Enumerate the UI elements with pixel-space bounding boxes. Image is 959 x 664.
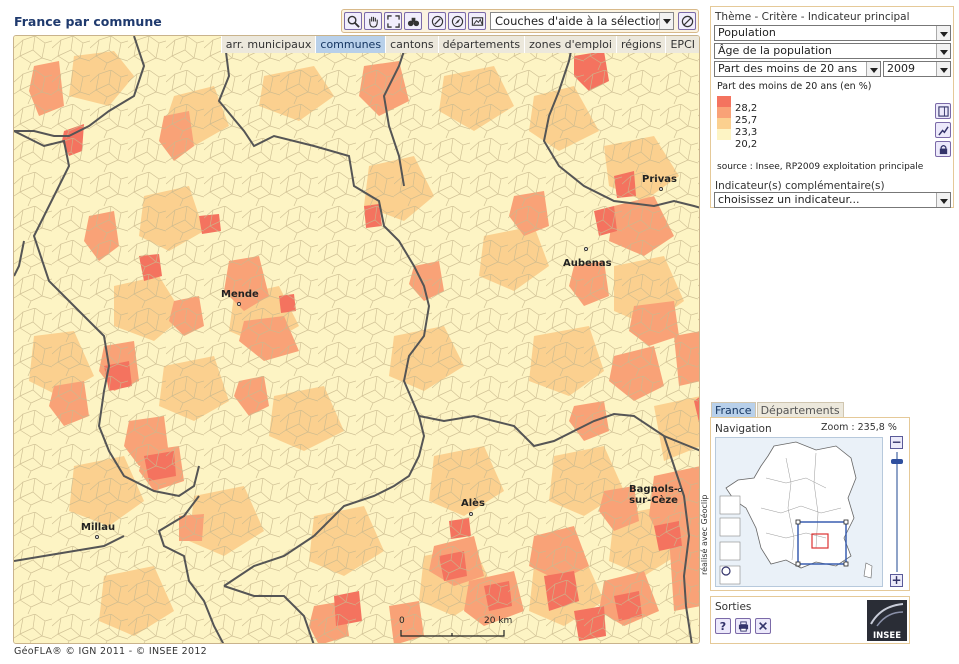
tab-communes[interactable]: communes (315, 36, 386, 53)
layer-select-value: Couches d'aide à la sélection... (495, 14, 674, 28)
legend-value-1: 28,2 (735, 103, 758, 114)
department-boundaries (14, 36, 699, 643)
insee-logo-text: INSEE (872, 631, 901, 641)
tab-france[interactable]: France (711, 402, 756, 419)
commune-boundaries (14, 36, 699, 643)
source-note: source : Insee, RP2009 exploitation prin… (717, 162, 924, 172)
theme-select-value: Population (718, 26, 776, 39)
city-label-ales: Alès (461, 498, 485, 509)
city-marker-bagnols (678, 488, 682, 492)
choropleth-map[interactable]: arr. municipaux communes cantons départe… (13, 35, 700, 644)
chevron-down-icon (866, 62, 880, 76)
chevron-down-icon (936, 26, 950, 40)
outputs-panel: Sorties ? INSEE (710, 596, 910, 644)
lock-icon[interactable] (935, 141, 951, 157)
legend-title: Part des moins de 20 ans (en %) (717, 81, 872, 92)
legend-swatch-4 (717, 129, 731, 140)
legend-swatch-2 (717, 107, 731, 118)
close-icon[interactable] (755, 618, 771, 634)
critere-select[interactable]: Âge de la population (714, 43, 951, 59)
tab-zones-emploi[interactable]: zones d'emploi (524, 36, 616, 53)
city-marker-privas (659, 187, 663, 191)
pan-hand-icon[interactable] (364, 12, 382, 30)
tab-regions[interactable]: régions (615, 36, 666, 53)
help-icon[interactable]: ? (715, 618, 731, 634)
geoclip-credit: réalisé avec Géoclip (700, 494, 709, 575)
navigation-tabs: France Départements (711, 402, 845, 419)
legend-value-4: 20,2 (735, 139, 758, 150)
indicator-select[interactable]: Part des moins de 20 ans (714, 61, 881, 77)
map-toolbar: Couches d'aide à la sélection... (341, 9, 699, 33)
compass-icon[interactable] (448, 12, 466, 30)
binoculars-icon[interactable] (404, 12, 422, 30)
zoom-in-button[interactable]: + (890, 573, 903, 587)
tab-epci[interactable]: EPCI (665, 36, 699, 53)
city-label-aubenas: Aubenas (563, 258, 612, 269)
theme-select[interactable]: Population (714, 25, 951, 41)
zoom-level: Zoom : 235,8 % (821, 422, 897, 433)
tab-arr-municipaux[interactable]: arr. municipaux (220, 36, 316, 53)
year-select-value: 2009 (887, 62, 915, 75)
city-label-bagnols: Bagnols- sur-Cèze (629, 484, 679, 506)
scale-bar (400, 630, 505, 637)
legend-value-3: 23,3 (735, 127, 758, 138)
scale-start-label: 0 (399, 616, 405, 626)
zoom-slider-handle[interactable] (891, 459, 903, 464)
chevron-down-icon (936, 44, 950, 58)
layer-select[interactable]: Couches d'aide à la sélection... (490, 12, 674, 30)
year-select[interactable]: 2009 (883, 61, 951, 77)
no-selection-icon[interactable] (678, 12, 696, 30)
image-export-icon[interactable] (468, 12, 486, 30)
legend-value-2: 25,7 (735, 115, 758, 126)
page-title: France par commune (14, 14, 162, 29)
navigation-panel: Navigation Zoom : 235,8 % − + (710, 417, 910, 591)
copyright-footer: GéoFLA® © IGN 2011 - © INSEE 2012 (14, 646, 208, 657)
city-label-millau: Millau (81, 522, 116, 533)
insee-logo: INSEE (867, 600, 907, 641)
legend-swatch-1 (717, 96, 731, 107)
chart-icon[interactable] (935, 122, 951, 138)
chevron-down-icon (936, 193, 950, 207)
full-extent-icon[interactable] (384, 12, 402, 30)
zoom-icon[interactable] (344, 12, 362, 30)
legend-swatch-3 (717, 118, 731, 129)
city-marker-millau (95, 535, 99, 539)
complementary-select-value: choisissez un indicateur... (718, 193, 860, 206)
panel-toggle-icon[interactable] (935, 103, 951, 119)
indicator-heading: Thème - Critère - Indicateur principal (715, 11, 910, 23)
city-marker-mende (237, 302, 241, 306)
zoom-out-button[interactable]: − (890, 435, 903, 449)
zoom-slider-track[interactable] (896, 452, 898, 572)
outputs-title: Sorties (715, 601, 752, 613)
city-marker-ales (469, 512, 473, 516)
chevron-down-icon (659, 13, 673, 29)
print-icon[interactable] (735, 618, 751, 634)
complementary-label: Indicateur(s) complémentaire(s) (715, 180, 885, 192)
city-label-privas: Privas (642, 174, 677, 185)
city-marker-aubenas (584, 247, 588, 251)
tab-cantons[interactable]: cantons (385, 36, 438, 53)
indicator-panel: Thème - Critère - Indicateur principal P… (710, 6, 954, 208)
scale-end-label: 20 km (484, 616, 513, 626)
indicator-select-value: Part des moins de 20 ans (718, 62, 858, 75)
city-label-mende: Mende (221, 289, 259, 300)
measure-icon[interactable] (428, 12, 446, 30)
critere-select-value: Âge de la population (718, 44, 832, 57)
navigation-title: Navigation (715, 423, 772, 435)
overview-map[interactable] (715, 437, 883, 587)
map-canvas[interactable] (14, 36, 700, 644)
tab-departements[interactable]: départements (437, 36, 525, 53)
map-level-tabs: arr. municipaux communes cantons départe… (220, 36, 699, 53)
chevron-down-icon (936, 62, 950, 76)
complementary-select[interactable]: choisissez un indicateur... (714, 192, 951, 208)
